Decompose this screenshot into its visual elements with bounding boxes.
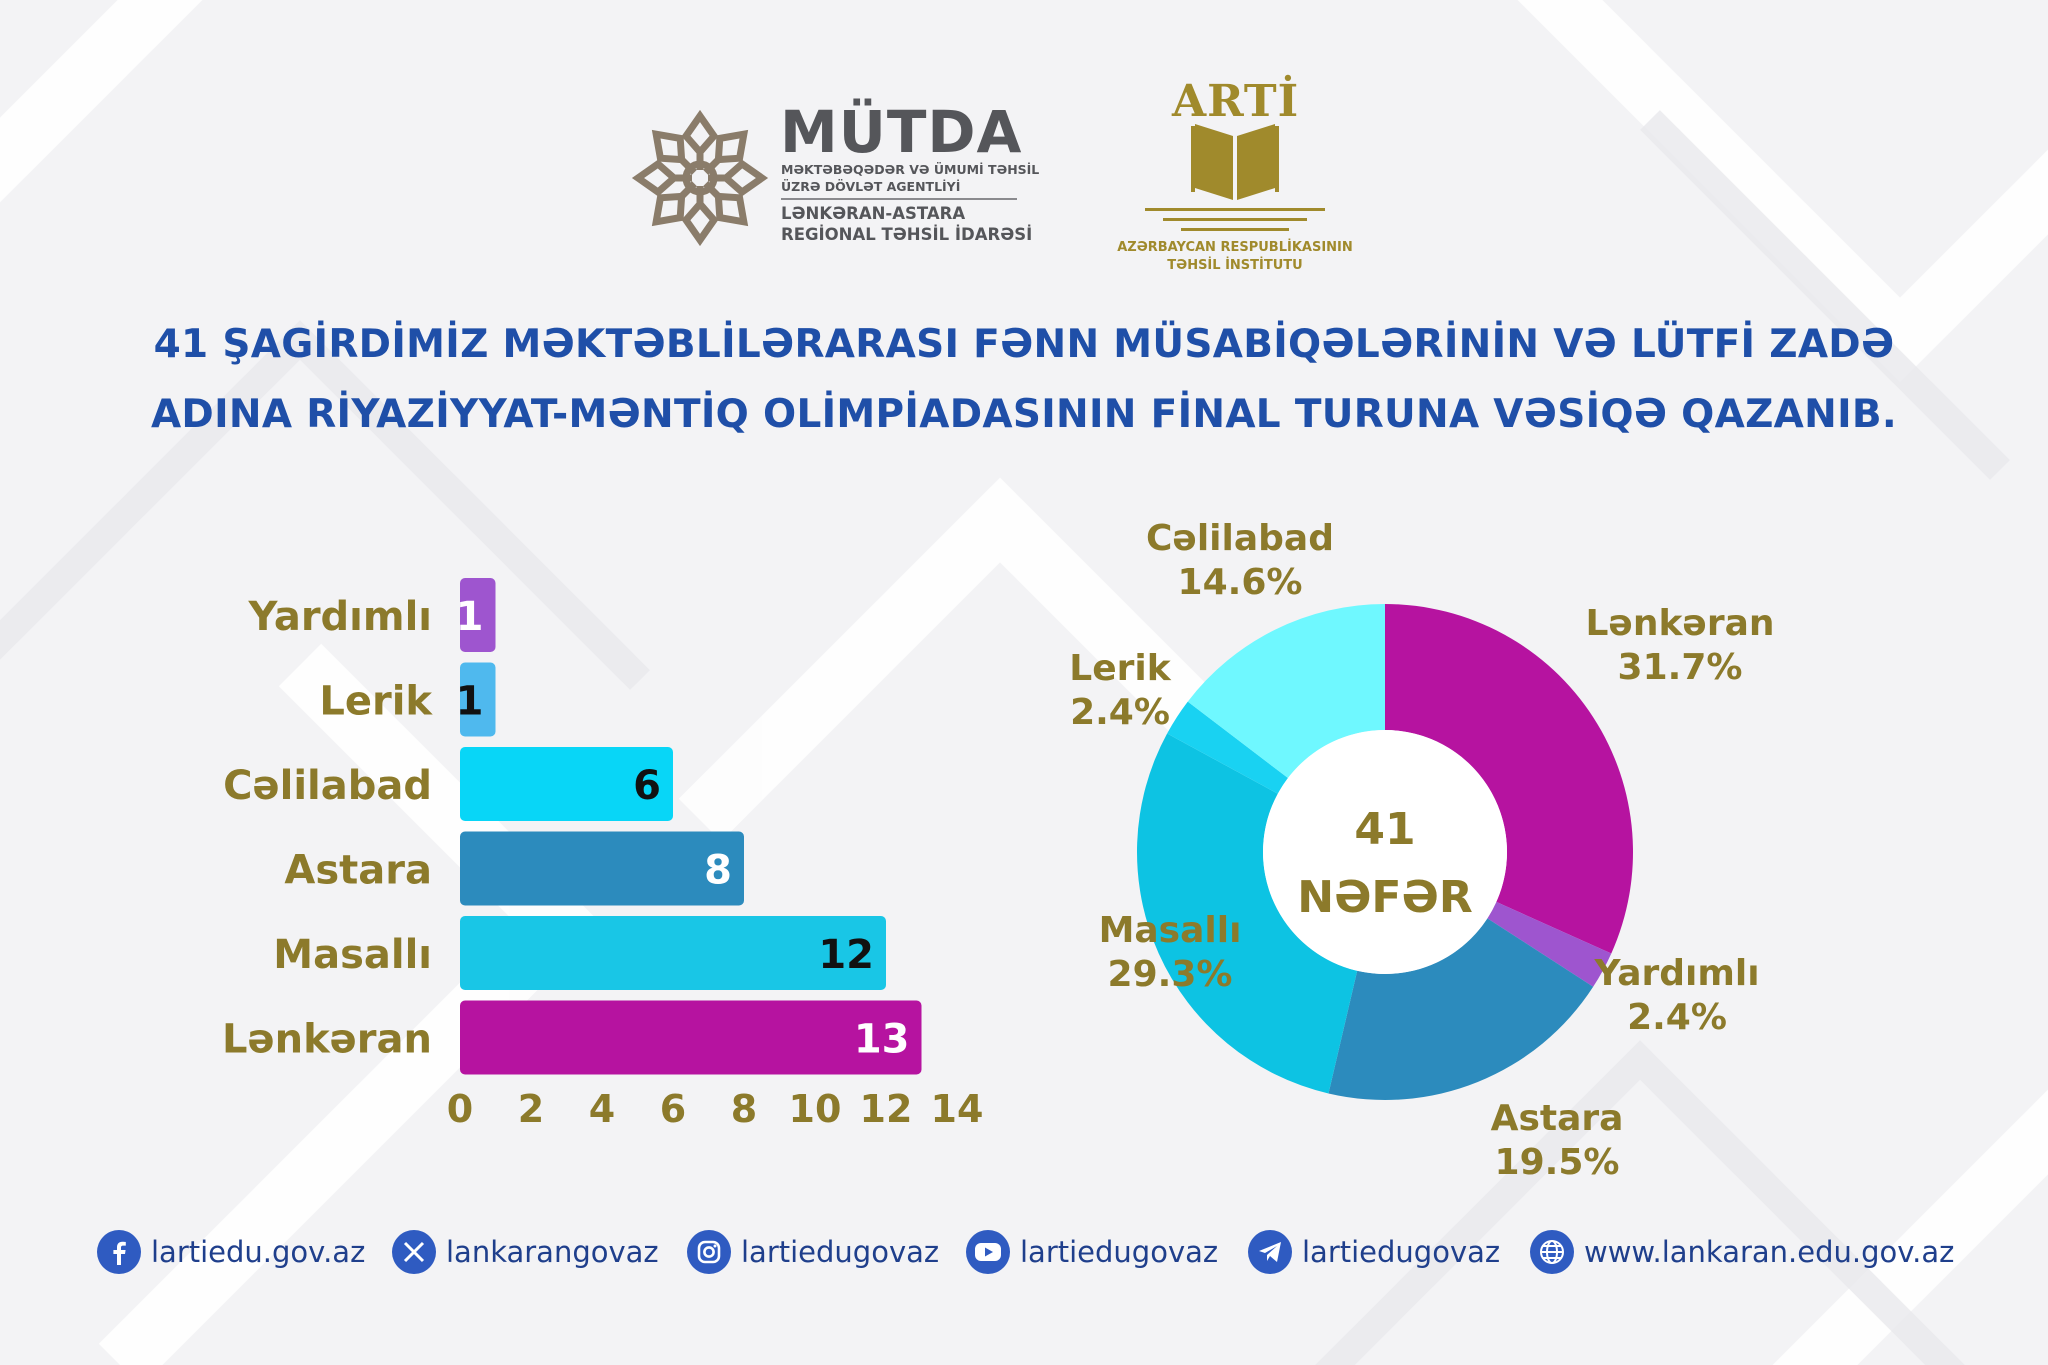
footer-link-text: lartiedugovaz: [1302, 1235, 1501, 1269]
donut-slice: [1487, 901, 1612, 987]
slice-label: Cəlilabad: [1146, 518, 1334, 559]
donut-slice: [1137, 733, 1358, 1094]
bar-category-label: Lənkəran: [222, 1017, 432, 1063]
x-tick-label: 6: [660, 1087, 686, 1131]
headline-line-1: 41 ŞAGİRDİMİZ MƏKTƏBLİLƏRARASI FƏNN MÜSA…: [153, 322, 1895, 367]
donut-slice: [1328, 918, 1594, 1100]
slice-percent-label: 2.4%: [1070, 692, 1170, 733]
footer-link-text: lartiedu.gov.az: [151, 1235, 366, 1269]
arti-name: ARTİ: [1172, 76, 1300, 127]
bar-value-label: 6: [633, 763, 661, 809]
mutda-line-2: ÜZRƏ DÖVLƏT AGENTLİYİ: [781, 179, 961, 194]
mutda-emblem-icon: [631, 109, 769, 247]
arti-line-2: TƏHSİL İNSTİTUTU: [1167, 258, 1303, 273]
donut-hole: [1263, 730, 1507, 974]
slice-label: Yardımlı: [1593, 953, 1759, 994]
footer-link-text: lartiedugovaz: [741, 1235, 940, 1269]
bar: [460, 747, 673, 821]
donut-center-value: 41: [1354, 804, 1415, 855]
bar-category-label: Yardımlı: [248, 594, 432, 640]
footer-link-x[interactable]: lankarangovaz: [392, 1228, 659, 1276]
bar-category-label: Cəlilabad: [223, 763, 432, 809]
x-tick-label: 14: [931, 1087, 984, 1131]
donut-slice: [1187, 604, 1385, 779]
bar-category-label: Lerik: [319, 679, 433, 725]
donut-slice: [1167, 701, 1288, 794]
slice-percent-label: 31.7%: [1618, 647, 1743, 688]
bar-value-label: 8: [704, 848, 732, 894]
slice-percent-label: 29.3%: [1108, 954, 1233, 995]
telegram-icon: [1248, 1230, 1292, 1274]
footer-link-text: lankarangovaz: [446, 1235, 659, 1269]
bar: [460, 578, 496, 652]
x-tick-label: 10: [789, 1087, 842, 1131]
bar: [460, 916, 886, 990]
footer-link-website[interactable]: www.lankaran.edu.gov.az: [1530, 1228, 1954, 1276]
slice-label: Lerik: [1069, 648, 1171, 689]
headline-line-2: ADINA RİYAZİYYAT-MƏNTİQ OLİMPİADASININ F…: [150, 392, 1898, 437]
slice-percent-label: 14.6%: [1178, 562, 1303, 603]
footer-link-instagram[interactable]: lartiedugovaz: [687, 1228, 939, 1276]
bar-value-label: 13: [854, 1017, 910, 1063]
globe-icon: [1530, 1230, 1574, 1274]
logo-bar: MÜTDA MƏKTƏBƏQƏDƏR VƏ ÜMUMİ TƏHSİL ÜZRƏ …: [0, 0, 2048, 300]
footer-link-text: www.lankaran.edu.gov.az: [1584, 1235, 1955, 1269]
bar: [460, 831, 744, 906]
slice-percent-label: 2.4%: [1627, 997, 1727, 1038]
donut-slice: [1385, 604, 1633, 954]
mutda-line-4: REGİONAL TƏHSİL İDARƏSİ: [781, 225, 1033, 244]
slice-label: Astara: [1491, 1098, 1624, 1139]
donut-center-label: NƏFƏR: [1297, 872, 1472, 923]
mutda-divider: [781, 198, 1017, 200]
slice-percent-label: 19.5%: [1495, 1142, 1620, 1183]
x-tick-label: 8: [731, 1087, 757, 1131]
mutda-line-1: MƏKTƏBƏQƏDƏR VƏ ÜMUMİ TƏHSİL: [781, 162, 1040, 177]
bar: [460, 1000, 922, 1075]
slice-label: Lənkəran: [1585, 603, 1774, 644]
bar: [460, 662, 496, 737]
facebook-icon: [97, 1230, 141, 1274]
x-tick-label: 2: [518, 1087, 544, 1131]
bar-value-label: 1: [456, 594, 484, 640]
donut-chart: Lənkəran31.7%Yardımlı2.4%Astara19.5%Masa…: [1069, 518, 1774, 1183]
x-tick-label: 12: [860, 1087, 913, 1131]
footer-links: lartiedu.gov.az lankarangovaz lartiedugo…: [0, 1222, 2048, 1282]
bar-category-label: Masallı: [273, 932, 432, 978]
footer-link-facebook[interactable]: lartiedu.gov.az: [97, 1228, 365, 1276]
instagram-icon: [687, 1230, 731, 1274]
footer-link-telegram[interactable]: lartiedugovaz: [1248, 1228, 1500, 1276]
footer-link-text: lartiedugovaz: [1020, 1235, 1219, 1269]
x-tick-label: 0: [447, 1087, 473, 1131]
bar-value-label: 1: [456, 679, 484, 725]
youtube-icon: [966, 1230, 1010, 1274]
mutda-line-3: LƏNKƏRAN-ASTARA: [781, 204, 966, 223]
bar-value-label: 12: [818, 932, 874, 978]
x-tick-label: 4: [589, 1087, 615, 1131]
x-icon: [392, 1230, 436, 1274]
footer-link-youtube[interactable]: lartiedugovaz: [966, 1228, 1218, 1276]
slice-label: Masallı: [1099, 910, 1242, 951]
bar-chart: Yardımlı 1 Lerik 1 Cəlilabad 6 Astara 8 Masallı 1…: [222, 578, 984, 1131]
arti-book-icon: [1145, 124, 1325, 231]
arti-line-1: AZƏRBAYCAN RESPUBLİKASININ: [1117, 240, 1353, 255]
bar-category-label: Astara: [284, 848, 432, 894]
mutda-name: MÜTDA: [780, 98, 1023, 166]
